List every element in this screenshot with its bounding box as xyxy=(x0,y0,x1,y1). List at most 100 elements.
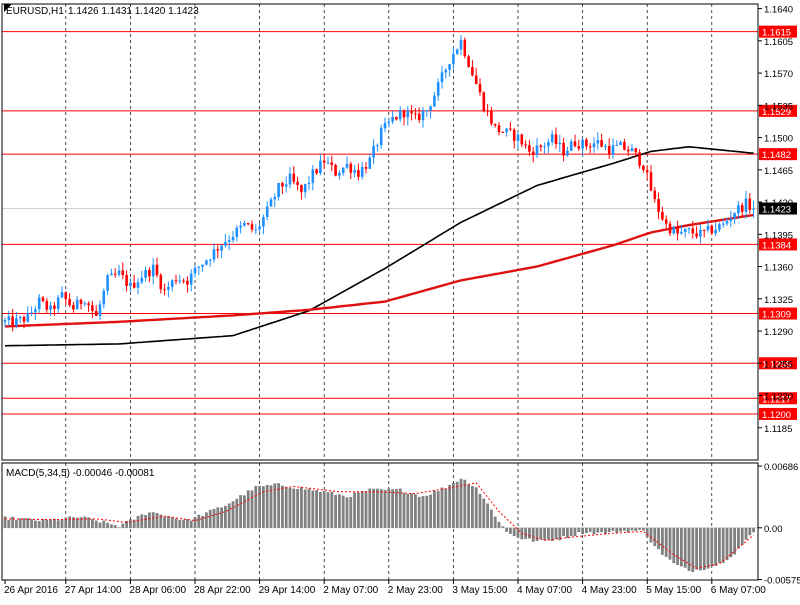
candle-body xyxy=(664,219,668,224)
macd-histogram-bar xyxy=(7,519,11,528)
macd-histogram-bar xyxy=(106,522,109,528)
macd-histogram-bar xyxy=(539,527,543,540)
candle-body xyxy=(193,267,197,274)
candle-body xyxy=(205,260,208,265)
y-tick-label: 1.1500 xyxy=(764,134,793,145)
candle-body xyxy=(372,145,375,158)
candle-body xyxy=(653,190,657,199)
level-price-badge xyxy=(759,407,797,420)
candle-body xyxy=(155,264,159,276)
macd-histogram-bar xyxy=(30,519,33,528)
macd-histogram-bar xyxy=(577,527,581,532)
candle-body xyxy=(550,134,554,143)
candle-body xyxy=(300,185,303,193)
candle-body xyxy=(197,266,201,268)
macd-histogram-bar xyxy=(421,496,425,528)
candle-body xyxy=(543,146,546,148)
candle-body xyxy=(740,205,744,212)
candle-body xyxy=(383,123,387,129)
macd-histogram-bar xyxy=(110,524,113,528)
macd-histogram-bar xyxy=(607,527,611,533)
candle-body xyxy=(231,237,235,241)
y-tick-label: 1.1220 xyxy=(764,392,793,403)
macd-histogram-bar xyxy=(452,483,455,528)
candle-body xyxy=(516,134,520,141)
macd-histogram-bar xyxy=(691,527,695,573)
y-tick-label: 1.1360 xyxy=(764,263,793,274)
candle-body xyxy=(201,264,204,267)
macd-histogram-bar xyxy=(543,527,546,541)
level-price-label: 1.1529 xyxy=(762,107,791,118)
macd-histogram-bar xyxy=(26,518,30,528)
candle-body xyxy=(706,225,710,231)
macd-histogram-bar xyxy=(391,489,394,528)
y-tick-label: 1.1325 xyxy=(764,295,793,306)
candle-body xyxy=(547,142,550,147)
macd-histogram-bar xyxy=(467,484,470,528)
candle-body xyxy=(585,139,588,147)
candle-body xyxy=(638,152,641,166)
candle-body xyxy=(7,316,11,321)
y-tick-label: 1.1290 xyxy=(764,327,793,338)
candle-body xyxy=(224,242,227,246)
candle-body xyxy=(64,292,68,300)
y-tick-label: 1.1395 xyxy=(764,230,793,241)
candle-body xyxy=(436,82,440,96)
macd-histogram-bar xyxy=(429,494,432,528)
x-tick-label: 6 May 07:00 xyxy=(711,585,766,596)
macd-histogram-bar xyxy=(569,527,573,537)
x-tick-label: 2 May 07:00 xyxy=(323,585,378,596)
macd-histogram-bar xyxy=(531,527,535,542)
candle-body xyxy=(319,160,322,174)
candle-body xyxy=(125,274,128,286)
macd-histogram-bar xyxy=(623,527,626,531)
candle-body xyxy=(497,125,501,132)
candle-body xyxy=(94,310,98,316)
candle-body xyxy=(657,198,660,212)
candle-body xyxy=(520,134,524,145)
y-tick-label: 1.1640 xyxy=(764,5,793,16)
candle-body xyxy=(634,148,638,153)
macd-histogram-bar xyxy=(387,488,391,528)
candle-body xyxy=(26,313,30,322)
macd-histogram-bar xyxy=(170,517,174,528)
macd-histogram-bar xyxy=(281,485,284,528)
macd-histogram-bar xyxy=(121,523,125,528)
candle-body xyxy=(524,144,527,146)
macd-histogram-bar xyxy=(258,485,261,528)
x-tick-label: 26 Apr 2016 xyxy=(4,585,58,596)
candle-body xyxy=(303,183,307,193)
macd-histogram-bar xyxy=(410,493,413,528)
candle-body xyxy=(41,297,45,302)
candle-body xyxy=(493,123,497,126)
level-price-badge xyxy=(759,357,797,370)
macd-histogram-bar xyxy=(718,527,721,563)
current-price-label: 1.1423 xyxy=(762,205,791,216)
macd-histogram-bar xyxy=(376,488,379,528)
macd-histogram-bar xyxy=(474,487,478,528)
candle-body xyxy=(455,49,459,55)
level-price-badge xyxy=(759,238,797,251)
candle-body xyxy=(444,69,448,73)
candle-body xyxy=(79,299,83,304)
horizontal-level-lines[interactable]: 1.1615 1.1529 1.1482 1.1384 1.1309 1.1255 1.12… xyxy=(2,25,797,421)
macd-histogram-bar xyxy=(72,517,75,528)
macd-histogram-bar xyxy=(436,491,440,528)
moving-average-lines xyxy=(4,145,754,347)
macd-histogram-bar xyxy=(144,514,147,528)
macd-histogram-bar xyxy=(353,492,356,528)
candle-body xyxy=(326,162,330,164)
macd-histogram-bar xyxy=(197,514,201,528)
candle-body xyxy=(512,129,516,141)
macd-y-tick-label: 0.00686 xyxy=(764,462,798,473)
candle-body xyxy=(148,269,151,277)
candle-body xyxy=(353,170,356,173)
macd-histogram-bar xyxy=(303,489,307,528)
candle-body xyxy=(414,113,417,115)
macd-histogram-bar xyxy=(193,516,197,528)
x-tick-label: 4 May 23:00 xyxy=(582,585,637,596)
macd-y-tick-label: 0.00 xyxy=(764,524,783,535)
candle-body xyxy=(174,280,178,282)
